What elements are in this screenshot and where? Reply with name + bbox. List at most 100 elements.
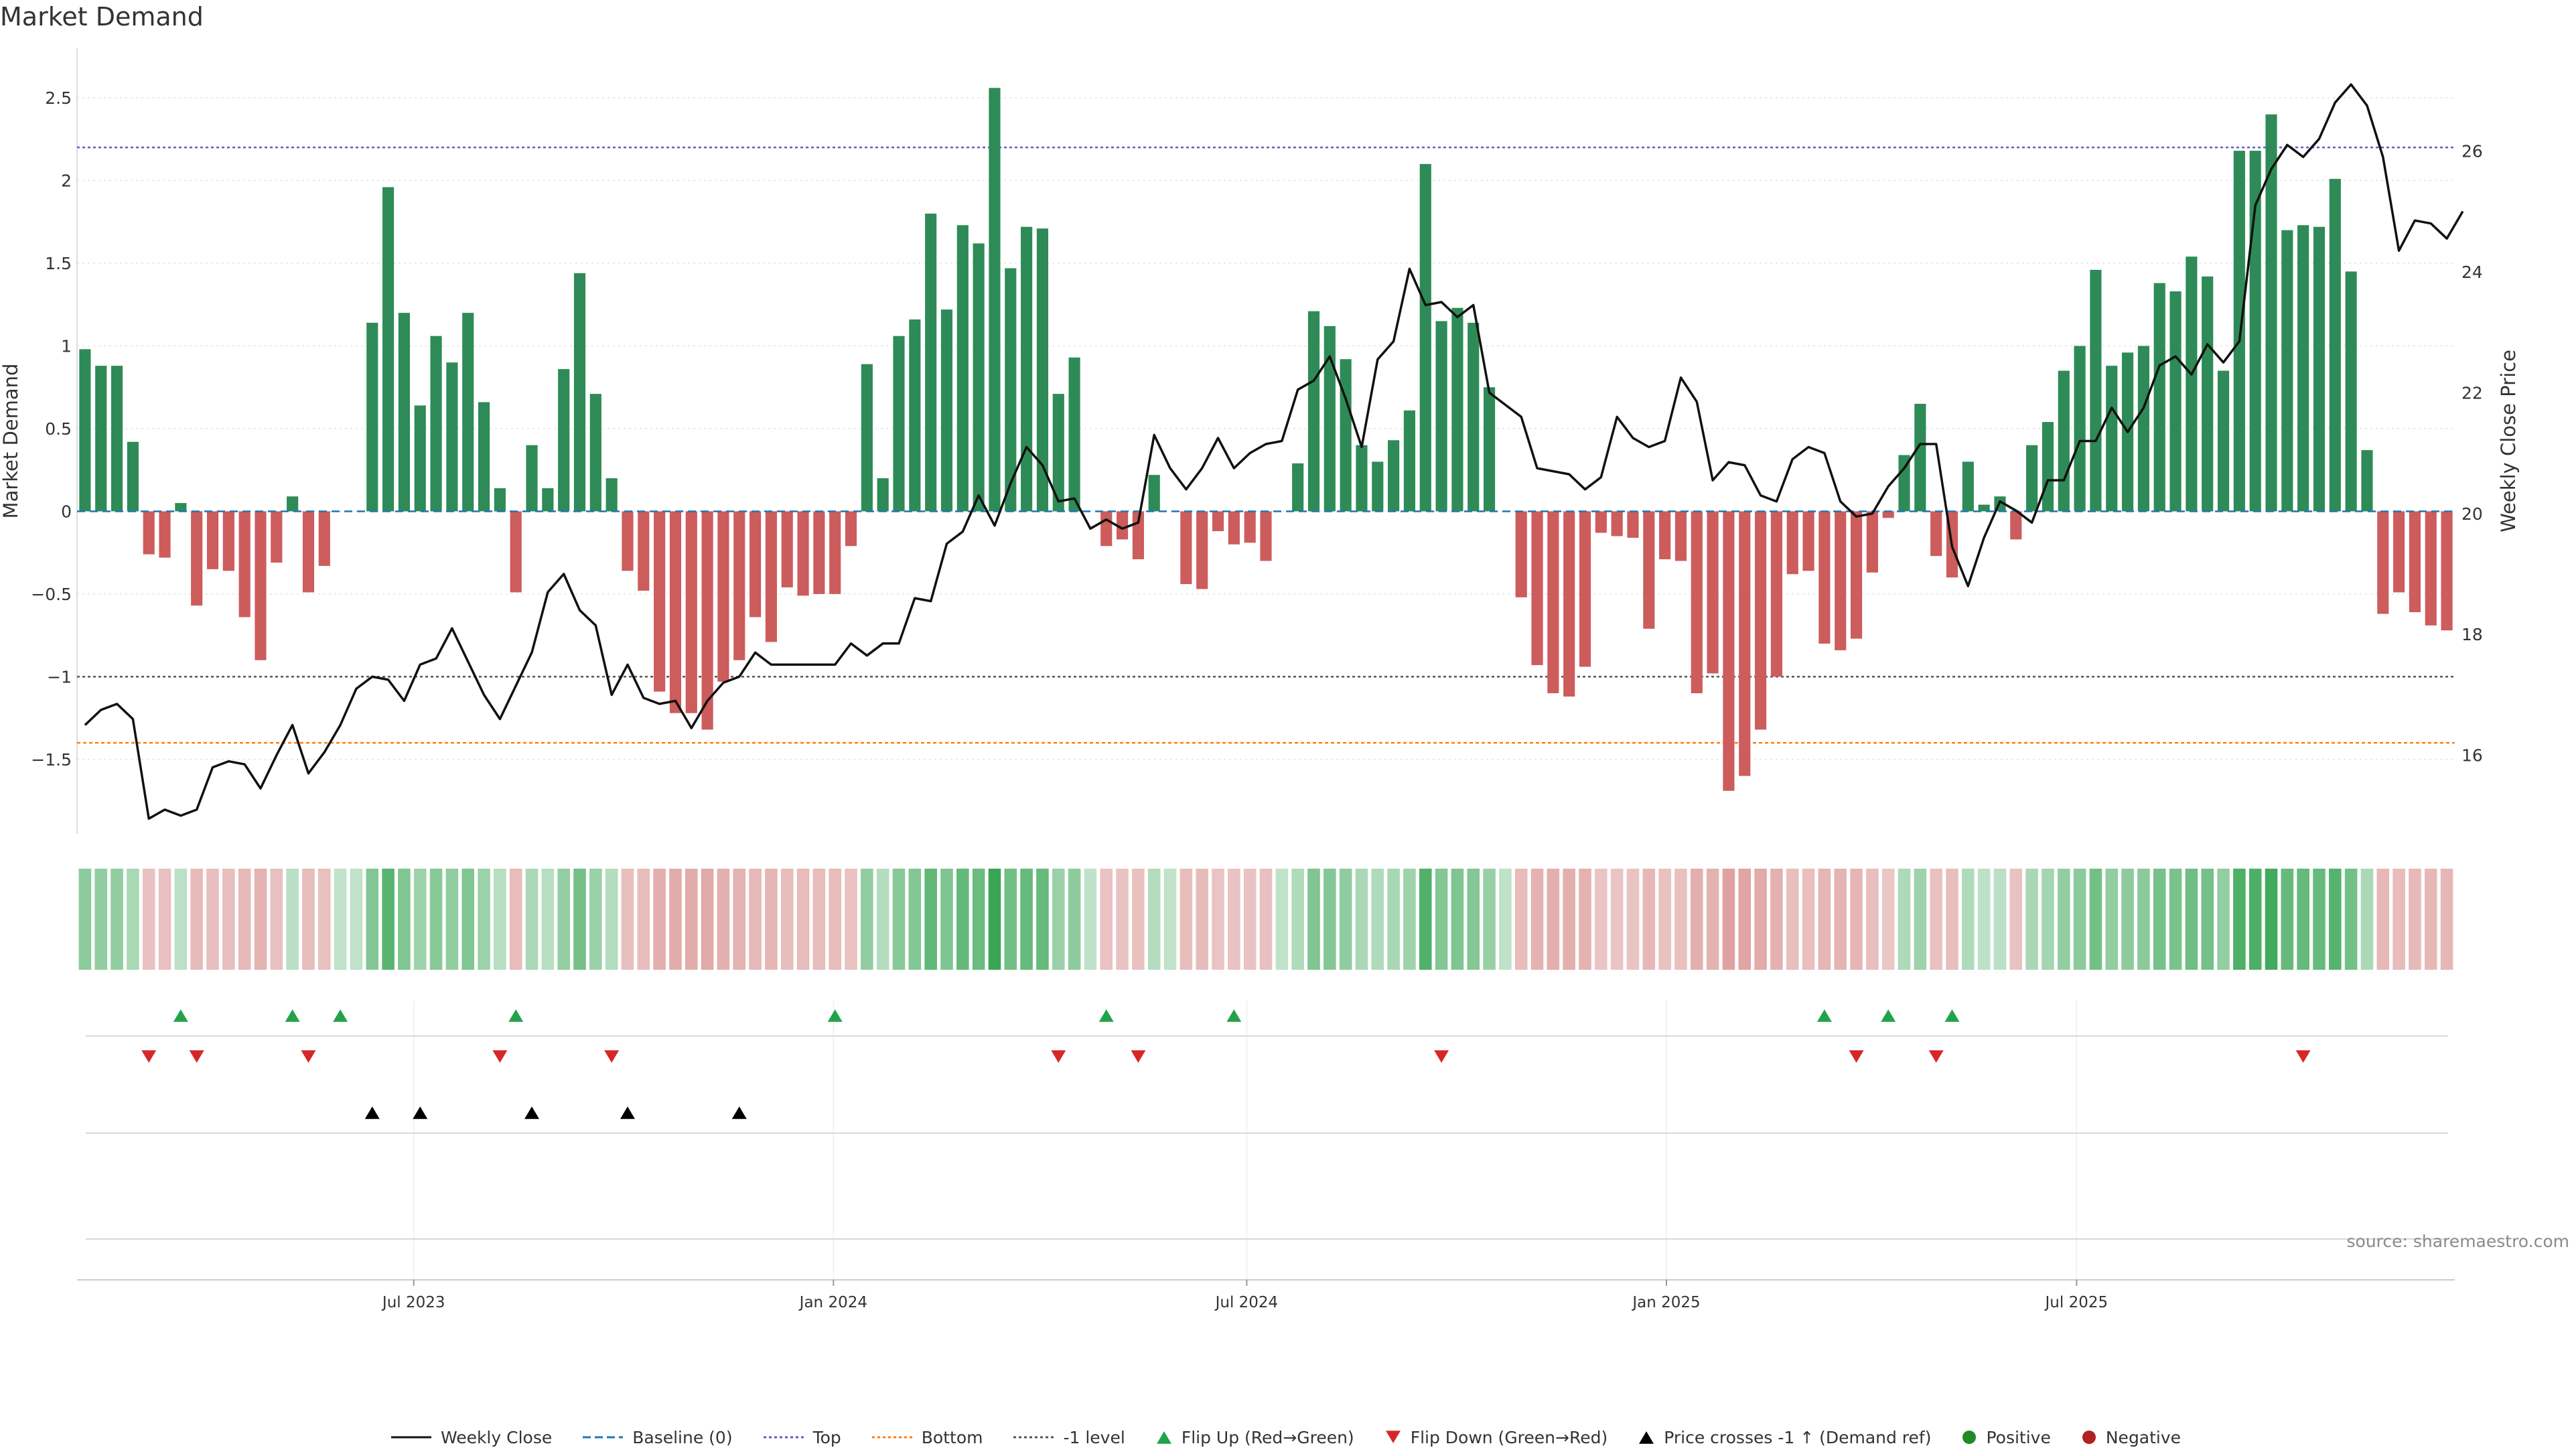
demand-bar-positive <box>127 441 139 512</box>
price-cross-marker <box>364 1106 380 1119</box>
demand-bar-negative <box>271 511 283 563</box>
heat-strip-cell <box>573 869 586 970</box>
heat-strip-cell <box>1419 869 1432 970</box>
legend-swatch <box>1639 1431 1654 1444</box>
legend-label: Price crosses -1 ↑ (Demand ref) <box>1664 1427 1932 1447</box>
heat-strip-cell <box>940 869 953 970</box>
heat-strip-cell <box>637 869 650 970</box>
legend-label: Positive <box>1986 1427 2051 1447</box>
heat-strip-cell <box>2009 869 2023 970</box>
heat-strip-cell <box>2233 869 2246 970</box>
heat-strip-cell <box>1147 869 1161 970</box>
heat-strip-cell <box>1850 869 1863 970</box>
heat-strip-cell <box>924 869 937 970</box>
flip-down-marker <box>1928 1050 1944 1063</box>
heat-strip-cell <box>605 869 618 970</box>
heat-strip-cell <box>1738 869 1752 970</box>
heat-strip-cell <box>1786 869 1799 970</box>
demand-bar-positive <box>573 273 586 512</box>
heat-strip-cell <box>413 869 427 970</box>
demand-bar-positive <box>1388 440 1400 512</box>
flip-down-marker <box>1849 1050 1864 1063</box>
demand-bar-negative <box>1116 511 1129 540</box>
demand-bar-negative <box>1691 511 1703 694</box>
heat-strip-cell <box>541 869 555 970</box>
heat-strip-cell <box>1866 869 1879 970</box>
demand-bar-negative <box>143 511 155 555</box>
heat-strip-cell <box>2409 869 2421 970</box>
heat-strip-cell <box>509 869 522 970</box>
demand-bar-negative <box>1260 511 1272 561</box>
demand-bar-positive <box>1340 359 1352 512</box>
demand-bar-positive <box>1898 455 1910 512</box>
legend-item: Baseline (0) <box>583 1428 733 1447</box>
demand-bar-positive <box>1052 394 1064 512</box>
demand-bar-positive <box>877 478 889 512</box>
demand-bar-positive <box>2233 151 2245 512</box>
demand-bar-positive <box>2297 225 2309 512</box>
heat-strip-cell <box>2297 869 2309 970</box>
heat-strip-cell <box>1530 869 1544 970</box>
flip-up-marker <box>1816 1009 1832 1022</box>
demand-bar-positive <box>1419 163 1431 512</box>
heat-strip-cell <box>1467 869 1480 970</box>
weekly-close-price-line <box>84 83 2464 820</box>
heat-strip-cell <box>302 869 315 970</box>
demand-bar-positive <box>2281 230 2293 512</box>
heat-strip-cell <box>1930 869 1942 970</box>
demand-bar-positive <box>909 319 921 512</box>
flip-up-marker <box>508 1009 524 1022</box>
heat-strip-cell <box>1514 869 1528 970</box>
heat-strip-cell <box>621 869 634 970</box>
demand-bar-negative <box>510 511 522 593</box>
heat-strip-cell <box>812 869 826 970</box>
demand-bar-positive <box>2217 370 2230 512</box>
demand-bar-negative <box>1563 511 1575 697</box>
demand-bar-negative <box>1818 511 1831 644</box>
legend-item: Top <box>763 1428 841 1447</box>
demand-bar-positive <box>478 402 490 512</box>
demand-bar-negative <box>1930 511 1942 557</box>
heat-strip-cell <box>1435 869 1448 970</box>
demand-bar-positive <box>542 488 554 512</box>
heat-strip-cell <box>318 869 331 970</box>
demand-bar-negative <box>2409 511 2421 613</box>
heat-strip-cell <box>334 869 347 970</box>
demand-bar-positive <box>940 309 953 512</box>
legend-item: Positive <box>1962 1427 2051 1447</box>
heat-strip-cell <box>238 869 251 970</box>
heat-strip-cell <box>589 869 602 970</box>
y2-axis-label: Weekly Close Price <box>2497 350 2520 532</box>
demand-bar-positive <box>605 478 618 512</box>
heat-strip-cell <box>1355 869 1368 970</box>
demand-bar-negative <box>733 511 745 660</box>
heat-strip-cell <box>1291 869 1304 970</box>
demand-bar-positive <box>1403 410 1416 512</box>
heat-strip-cell <box>1228 869 1240 970</box>
heat-strip-cell <box>2313 869 2326 970</box>
heat-strip-cell <box>2089 869 2102 970</box>
y-tick-label: 1 <box>61 337 72 356</box>
demand-bar-positive <box>2265 114 2277 512</box>
demand-bar-negative <box>622 511 634 571</box>
heat-strip-cell <box>2424 869 2437 970</box>
demand-bar-positive <box>2202 276 2214 512</box>
demand-bar-negative <box>797 511 809 596</box>
heat-strip-cell <box>206 869 219 970</box>
demand-bar-positive <box>2090 269 2102 512</box>
legend-symbol <box>1962 1431 1977 1444</box>
heat-strip-cell <box>1993 869 2007 970</box>
heat-strip-cell <box>1243 869 1257 970</box>
heat-strip-cell <box>78 869 92 970</box>
heat-strip-cell <box>2042 869 2054 970</box>
heat-strip-cell <box>701 869 714 970</box>
demand-bar-negative <box>845 511 857 547</box>
demand-bar-positive <box>366 322 378 512</box>
y2-tick-label: 16 <box>2461 746 2483 766</box>
demand-bar-negative <box>654 511 666 692</box>
demand-bar-negative <box>1802 511 1814 571</box>
heat-strip-cell <box>2248 869 2262 970</box>
heat-strip-cell <box>1802 869 1815 970</box>
heat-strip-cell <box>1962 869 1975 970</box>
